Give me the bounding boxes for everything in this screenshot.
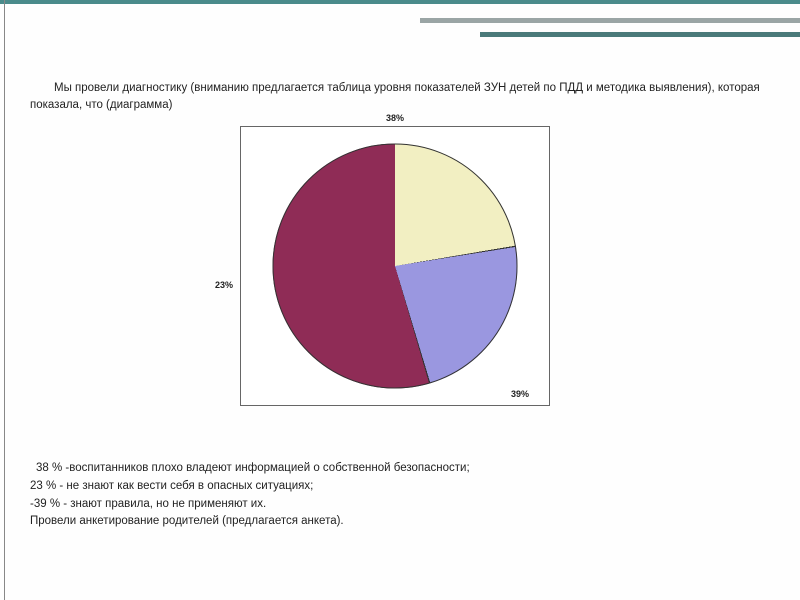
slide-top-border: [0, 0, 800, 4]
intro-paragraph: Мы провели диагностику (вниманию предлаг…: [30, 80, 770, 113]
body-line-3: -39 % - знают правила, но не применяют и…: [30, 496, 770, 514]
decorator-bar-2: [480, 32, 800, 37]
pie-chart-container: 38% 23% 39%: [240, 126, 550, 406]
pie-label-38: 38%: [386, 113, 404, 123]
pie-chart: [273, 144, 518, 389]
decorator-bar-1: [420, 18, 800, 23]
body-line-4: Провели анкетирование родителей (предлаг…: [30, 513, 770, 531]
pie-label-23: 23%: [215, 280, 233, 290]
slide-left-line: [4, 0, 5, 600]
pie-label-39: 39%: [511, 389, 529, 399]
body-line-1: 38 % -воспитанников плохо владеют информ…: [30, 460, 770, 478]
body-paragraph: 38 % -воспитанников плохо владеют информ…: [30, 460, 770, 531]
body-line-2: 23 % - не знают как вести себя в опасных…: [30, 478, 770, 496]
